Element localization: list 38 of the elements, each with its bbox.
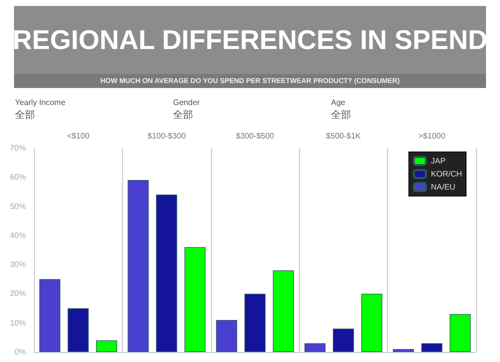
x-tick-label: $300-$500 [236, 132, 275, 140]
y-tick-label: 30% [10, 260, 26, 270]
bar [272, 270, 294, 352]
text: Gender [173, 98, 200, 107]
bar [450, 314, 471, 352]
text: Age [331, 98, 346, 107]
y-tick-label: 0% [14, 348, 26, 356]
text: Yearly Income [15, 98, 66, 107]
legend-label: KOR/CH [430, 170, 462, 178]
legend-label: NA/EU [430, 182, 456, 192]
bar [304, 343, 326, 352]
bar [392, 349, 414, 352]
text: 全部 [173, 108, 194, 122]
bar [39, 279, 60, 352]
x-tick-label: $500-$1K [326, 132, 362, 140]
y-tick-label: 60% [10, 172, 26, 182]
bar [332, 328, 354, 352]
bar [244, 294, 266, 352]
text: 全部 [331, 108, 351, 122]
bar [156, 194, 178, 352]
legend-label: JAP [430, 156, 446, 166]
bar [128, 180, 149, 352]
bar [216, 320, 238, 352]
x-tick-label: $100-$300 [147, 132, 186, 140]
y-tick-label: 20% [10, 289, 26, 298]
x-tick-label: <$100 [66, 132, 90, 140]
text: 全部 [15, 108, 36, 122]
x-tick-label: >$1000 [418, 132, 446, 140]
bar [68, 308, 89, 352]
chart-title: REGIONAL DIFFERENCES IN SPEND [12, 6, 488, 74]
bar [184, 247, 206, 352]
y-tick-label: 10% [10, 318, 26, 328]
y-tick-label: 40% [10, 230, 26, 240]
bar [96, 340, 118, 352]
bar [421, 343, 442, 352]
bar [361, 294, 382, 352]
y-tick-label: 50% [10, 202, 26, 211]
y-tick-label: 70% [10, 144, 26, 152]
